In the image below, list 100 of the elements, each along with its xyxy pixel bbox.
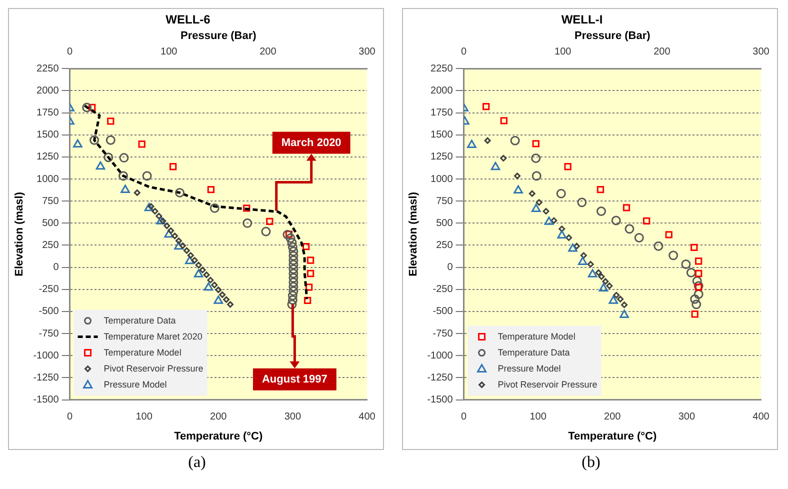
point: [207, 186, 215, 194]
chart-title: WELL-6: [166, 12, 211, 27]
point: [690, 244, 698, 252]
point: [482, 103, 490, 110]
point: [665, 231, 672, 238]
y-tick-label: 750: [42, 196, 60, 207]
point: [288, 278, 298, 288]
point: [288, 290, 298, 300]
y-tick-label: -1500: [33, 394, 60, 406]
point: [306, 256, 314, 264]
y-tick-label: 2250: [430, 63, 454, 74]
x2-tick-label: 200: [260, 46, 277, 58]
y-tick-label: -750: [432, 328, 454, 340]
point: [82, 102, 92, 112]
point: [288, 295, 298, 305]
x-tick-label: 300: [678, 412, 696, 423]
y-axis-title: Elevation (masl): [14, 192, 26, 276]
point: [242, 218, 252, 228]
point: [288, 264, 298, 274]
legend-label: Temperature Model: [104, 347, 182, 358]
point: [510, 136, 520, 146]
point: [624, 224, 634, 234]
point: [500, 117, 508, 124]
y-tick-label: 500: [436, 218, 454, 229]
point: [261, 226, 271, 236]
x-tick-label: 400: [752, 412, 770, 423]
point: [104, 152, 114, 162]
point: [692, 276, 702, 286]
x2-tick-label: 300: [358, 46, 376, 58]
y-tick-label: 250: [436, 240, 454, 251]
point: [304, 296, 312, 304]
y-tick-label: -250: [432, 284, 454, 296]
point: [90, 135, 100, 145]
y-tick-label: 2000: [430, 85, 454, 96]
legend-label: Pressure Model: [498, 363, 561, 374]
point: [287, 300, 297, 310]
point: [106, 135, 116, 145]
y-tick-label: -1000: [427, 350, 454, 362]
y-tick-label: -1250: [427, 372, 454, 384]
x-tick-label: 400: [358, 412, 376, 423]
point: [288, 273, 298, 283]
point: [577, 198, 587, 208]
y-tick-label: 1500: [36, 130, 60, 141]
y-tick-label: -500: [432, 306, 454, 318]
x2-tick-label: 100: [554, 46, 572, 58]
y-tick-label: 250: [42, 240, 60, 251]
y-tick-label: 750: [436, 196, 454, 207]
point: [288, 282, 298, 292]
point: [119, 153, 129, 163]
legend-label: Pressure Model: [104, 379, 167, 390]
x-tick-label: 100: [136, 412, 153, 423]
point: [596, 186, 604, 194]
x2-axis-title: Pressure (Bar): [574, 30, 651, 42]
point: [532, 140, 540, 148]
point: [532, 171, 542, 181]
point: [288, 251, 298, 261]
y-tick-label: 1000: [36, 174, 60, 185]
point: [288, 286, 298, 296]
annotation: August 1997: [262, 373, 328, 386]
y-tick-label: -1500: [427, 394, 454, 406]
point: [175, 188, 184, 198]
x-tick-label: 100: [530, 412, 547, 423]
y-tick-label: 1000: [430, 174, 454, 185]
x-tick-label: 0: [460, 412, 467, 423]
point: [138, 140, 146, 148]
point: [288, 260, 298, 270]
y-tick-label: 0: [53, 262, 60, 274]
x-axis-title: Temperature (°C): [174, 430, 263, 442]
point: [694, 290, 704, 300]
y-tick-label: 2000: [36, 85, 60, 96]
point: [622, 204, 630, 212]
point: [282, 230, 292, 240]
x-tick-label: 200: [210, 412, 228, 423]
point: [694, 281, 704, 291]
legend-label: Temperature Data: [104, 315, 176, 326]
point: [686, 268, 696, 278]
legend-label: Temperature Model: [498, 331, 576, 342]
y-tick-label: 1750: [430, 108, 454, 119]
y-tick-label: -1250: [33, 372, 60, 384]
point: [611, 216, 621, 226]
point: [243, 204, 250, 212]
point: [556, 188, 566, 198]
y-tick-label: -750: [38, 328, 60, 340]
point: [286, 233, 296, 243]
point: [287, 238, 297, 248]
x2-tick-label: 200: [654, 46, 671, 58]
point: [210, 203, 220, 213]
legend-label: Temperature Maret 2020: [104, 331, 202, 342]
point: [564, 163, 572, 170]
point: [695, 284, 702, 291]
point: [142, 171, 152, 181]
point: [288, 256, 298, 266]
y-tick-label: -250: [38, 284, 60, 296]
y-axis-title: Elevation (masl): [408, 192, 420, 276]
y-tick-label: 2250: [36, 63, 60, 74]
point: [596, 206, 606, 216]
legend-label: Pivot Reservoir Pressure: [498, 379, 598, 390]
point: [690, 294, 700, 304]
point: [88, 104, 96, 112]
point: [695, 270, 702, 278]
